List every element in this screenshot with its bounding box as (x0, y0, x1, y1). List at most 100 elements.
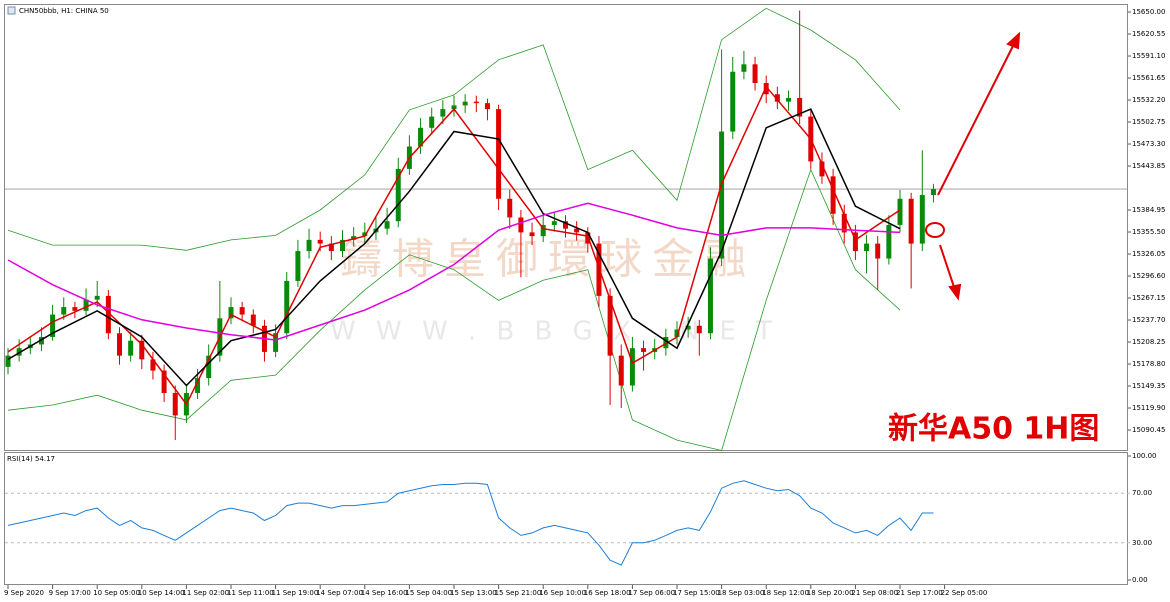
y-tick-label: 15267.15 (1132, 294, 1165, 302)
candle-body (206, 355, 212, 379)
y-tick-label: 15296.60 (1132, 272, 1165, 280)
candle-body (574, 228, 580, 233)
y-tick-label: 15149.35 (1132, 382, 1165, 390)
plot: 15650.00 15620.55 15591.10 15561.65 15532.20… (4, 7, 1165, 597)
x-tick-label: 21 Sep 17:00 (896, 589, 943, 597)
rsi-tick-label: 0.00 (1132, 576, 1148, 584)
y-tick-label: 15650.00 (1132, 8, 1165, 16)
moving-average (7, 85, 901, 406)
candle-body (362, 232, 368, 237)
candle-body (16, 348, 22, 356)
y-tick-label: 15355.50 (1132, 228, 1165, 236)
x-tick-label: 17 Sep 15:00 (673, 589, 720, 597)
y-tick-label: 15208.25 (1132, 338, 1165, 346)
candle-body (72, 307, 78, 311)
candle-body (930, 189, 936, 196)
candle-body (429, 116, 435, 128)
x-tick-label: 9 Sep 17:00 (49, 589, 91, 597)
candle-body (864, 243, 870, 252)
moving-average (7, 108, 901, 387)
candle-body (38, 336, 44, 345)
candle-body (696, 325, 702, 334)
x-tick-label: 9 Sep 2020 (4, 589, 44, 597)
y-tick-label: 15326.05 (1132, 250, 1165, 258)
arrow-up (937, 41, 1016, 196)
candle-body (172, 393, 178, 416)
x-tick-label: 21 Sep 08:00 (851, 589, 898, 597)
y-tick-label: 15532.20 (1132, 96, 1165, 104)
candle-body (741, 64, 747, 72)
y-tick-label: 15591.10 (1132, 52, 1165, 60)
candle-body (774, 94, 780, 102)
rsi-line (7, 480, 934, 566)
x-tick-label: 18 Sep 12:00 (762, 589, 809, 597)
candle-body (83, 299, 89, 311)
candle-body (875, 243, 881, 259)
candle-body (195, 378, 201, 394)
candle-body (618, 355, 624, 386)
candle-body (897, 198, 903, 225)
candle-body (451, 105, 457, 110)
candle-body (328, 243, 334, 252)
arrows (925, 31, 1021, 301)
arrow-down (939, 244, 956, 291)
candle-body (707, 258, 713, 334)
candle-body (284, 280, 290, 334)
x-tick-label: 17 Sep 06:00 (628, 589, 675, 597)
rsi-frame (4, 452, 1128, 585)
y-tick-label: 15090.45 (1132, 426, 1165, 434)
candle-body (5, 355, 11, 367)
candle-body (507, 198, 513, 218)
candle-body (607, 295, 613, 356)
y-tick-label: 15443.85 (1132, 162, 1165, 170)
candle-body (239, 307, 245, 315)
candle-body (105, 295, 111, 334)
x-tick-label: 15 Sep 21:00 (495, 589, 542, 597)
arrow-head (1006, 31, 1021, 50)
candle-body (841, 213, 847, 233)
candle-body (886, 224, 892, 259)
y-tick-label: 15502.75 (1132, 118, 1165, 126)
x-tick-label: 11 Sep 19:00 (272, 589, 319, 597)
candle-body (819, 161, 825, 177)
watermark: 鑄博皇御環球金融 (340, 235, 756, 284)
candle-body (786, 97, 791, 102)
candle-body (317, 239, 323, 244)
bollinger-band (7, 168, 901, 451)
candle-body (250, 314, 256, 326)
candle-body (641, 348, 647, 352)
y-tick-label: 15384.95 (1132, 206, 1165, 214)
x-tick-label: 14 Sep 07:00 (316, 589, 363, 597)
x-tick-label: 10 Sep 05:00 (93, 589, 140, 597)
moving-average (7, 202, 901, 341)
candle-body (484, 103, 490, 110)
rsi-tick-label: 100.00 (1132, 452, 1157, 460)
y-tick-label: 15561.65 (1132, 74, 1165, 82)
candle-body (629, 348, 635, 386)
candle-body (540, 224, 546, 237)
candle-body (384, 221, 390, 229)
candle-body (418, 127, 424, 147)
rsi-tick-label: 30.00 (1132, 539, 1152, 547)
arrow-head (948, 283, 962, 301)
candle-body (161, 370, 167, 394)
candle-body (763, 82, 769, 95)
candle-body (496, 109, 502, 199)
rsi-title: RSI(14) 54.17 (7, 455, 55, 463)
x-tick-label: 11 Sep 02:00 (182, 589, 229, 597)
candle-body (351, 236, 357, 240)
candle-body (663, 336, 669, 349)
x-tick-label: 16 Sep 18:00 (584, 589, 631, 597)
chart-title: CHN50bbb, H1: CHINA 50 (19, 7, 109, 15)
candle-body (61, 307, 67, 315)
x-tick-label: 22 Sep 05:00 (941, 589, 988, 597)
candle-body (462, 101, 468, 106)
candle-body (50, 314, 56, 337)
candle-body (150, 359, 156, 371)
annotation: 新华A50 1H图 (888, 412, 1099, 447)
candle-body (674, 329, 680, 337)
y-tick-label: 15119.90 (1132, 404, 1165, 412)
candle-body (117, 333, 122, 356)
candle-body (830, 176, 836, 214)
